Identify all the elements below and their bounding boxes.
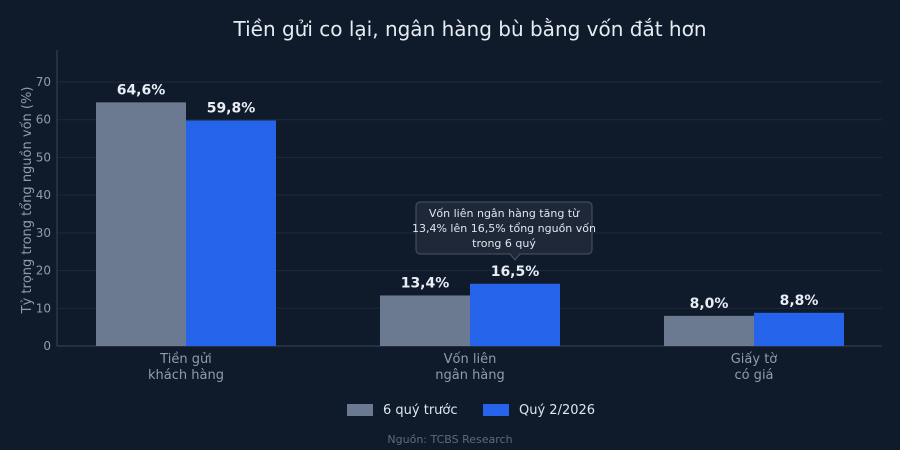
y-tick-label: 20	[36, 264, 51, 278]
legend: 6 quý trước Quý 2/2026	[347, 403, 595, 418]
y-axis-label: Tỷ trọng trong tổng nguồn vốn (%)	[20, 87, 35, 315]
bars	[96, 102, 844, 347]
source-note: Nguồn: TCBS Research	[387, 433, 512, 446]
y-tick-label: 0	[43, 339, 51, 353]
bar-value-label: 16,5%	[491, 264, 540, 280]
bar	[754, 312, 844, 346]
bar-value-label: 64,6%	[117, 82, 166, 98]
y-tick-label: 50	[36, 150, 51, 164]
bar	[470, 283, 560, 346]
annotation-box	[415, 201, 593, 255]
bar-value-label: 8,0%	[690, 296, 729, 312]
bar-value-label: 59,8%	[207, 100, 256, 116]
bar	[380, 295, 470, 346]
annotation-text: Vốn liên ngân hàng tăng từ 13,4% lên 16,5…	[412, 207, 596, 250]
x-tick-label: Tiền gửi khách hàng	[148, 352, 224, 383]
legend-label: Quý 2/2026	[519, 403, 595, 418]
bar	[96, 102, 186, 346]
bar-value-label: 13,4%	[401, 275, 450, 291]
legend-label: 6 quý trước	[383, 403, 458, 418]
y-axis-ticks: 0 10 20 30 40 50 60 70	[36, 75, 51, 353]
x-tick-label: Vốn liên ngân hàng	[435, 352, 505, 383]
y-tick-label: 60	[36, 113, 51, 127]
bar	[186, 120, 276, 347]
x-axis-ticks: Tiền gửi khách hàng Vốn liên ngân hàng Giấy …	[148, 352, 777, 383]
x-tick-label: Giấy tờ có giá	[731, 352, 778, 383]
bar	[664, 315, 754, 346]
legend-swatch	[347, 404, 373, 416]
chart-title: Tiền gửi co lại, ngân hàng bù bằng vốn đ…	[232, 17, 706, 41]
y-tick-label: 70	[36, 75, 51, 89]
y-tick-label: 30	[36, 226, 51, 240]
annotation-callout: Vốn liên ngân hàng tăng từ 13,4% lên 16,5…	[412, 201, 596, 261]
y-tick-label: 40	[36, 188, 51, 202]
bar-value-labels: 64,6% 13,4% 8,0% 59,8% 16,5% 8,8%	[117, 82, 819, 311]
y-tick-label: 10	[36, 301, 51, 315]
bar-value-label: 8,8%	[780, 293, 819, 309]
legend-swatch	[483, 404, 509, 416]
